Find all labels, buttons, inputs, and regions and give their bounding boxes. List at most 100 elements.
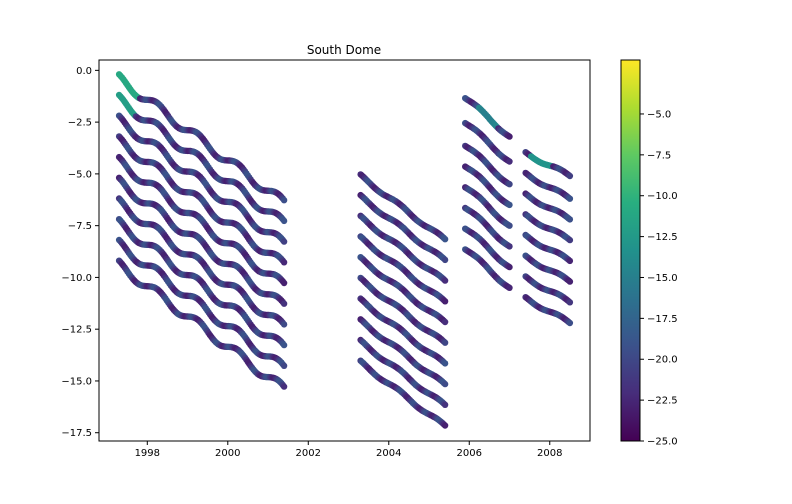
data-point — [280, 321, 288, 328]
data-point — [441, 360, 449, 367]
y-tick-label: −17.5 — [61, 428, 92, 439]
series-32 — [522, 231, 574, 265]
series-5 — [115, 174, 288, 307]
data-point — [566, 257, 574, 265]
series-2 — [115, 112, 288, 245]
data-point — [280, 362, 288, 369]
data-point — [566, 172, 574, 180]
series-20 — [462, 95, 513, 140]
x-axis: 1998 2000 2002 2004 2006 2008 — [135, 441, 562, 459]
colorbar-tick-label: −5.0 — [647, 109, 671, 120]
series-14 — [357, 254, 449, 326]
y-tick-label: −12.5 — [61, 325, 92, 336]
series-16 — [357, 295, 449, 367]
data-point — [441, 380, 449, 388]
data-point — [441, 298, 449, 305]
plot-frame — [98, 59, 591, 442]
colorbar — [620, 59, 641, 442]
colorbar-axis: −5.0 −7.5 −10.0 −12.5 −15.0 −17.5 −20.0 −22.5 −2… — [640, 109, 678, 448]
series-26 — [462, 225, 513, 271]
series-25 — [462, 204, 513, 250]
data-point — [280, 217, 288, 225]
y-tick-label: 0.0 — [76, 66, 92, 77]
series-7 — [115, 216, 288, 349]
data-point — [566, 299, 574, 306]
data-point — [280, 383, 288, 390]
series-17 — [357, 316, 449, 388]
data-point — [566, 195, 574, 202]
data-point — [506, 201, 513, 209]
colorbar-tick-label: −20.0 — [647, 355, 678, 366]
series-4 — [115, 153, 288, 287]
series-9 — [115, 257, 288, 390]
series-19 — [357, 357, 449, 429]
series-15 — [357, 274, 449, 346]
data-point — [506, 263, 513, 271]
colorbar-tick-label: −25.0 — [647, 437, 678, 448]
data-point — [280, 341, 288, 349]
y-tick-label: −15.0 — [61, 376, 92, 387]
x-tick-label: 2008 — [537, 448, 562, 459]
data-point — [280, 197, 288, 204]
data-point — [441, 339, 449, 346]
y-tick-label: −2.5 — [68, 118, 92, 129]
series-28 — [522, 149, 574, 180]
data-point — [441, 277, 449, 284]
series-8 — [115, 236, 288, 369]
colorbar-tick-label: −12.5 — [647, 232, 678, 243]
data-point — [566, 236, 574, 244]
data-point — [506, 181, 513, 188]
series-31 — [522, 211, 574, 244]
data-point — [441, 422, 449, 429]
series-23 — [462, 163, 513, 209]
data-point — [506, 222, 513, 229]
data-point — [506, 243, 513, 250]
series-11 — [357, 191, 449, 264]
colorbar-tick-label: −10.0 — [647, 191, 678, 202]
y-axis: 0.0 −2.5 −5.0 −7.5 −10.0 −12.5 −15.0 −17.5 — [61, 66, 99, 439]
data-point — [280, 238, 288, 245]
series-33 — [522, 252, 574, 285]
series-12 — [357, 212, 449, 284]
data-point — [441, 401, 449, 408]
series-35 — [522, 294, 574, 327]
data-point — [566, 278, 574, 285]
series-30 — [522, 190, 574, 223]
data-point — [441, 236, 449, 243]
colorbar-tick-label: −17.5 — [647, 314, 678, 325]
series-22 — [462, 142, 513, 188]
data-points — [115, 71, 574, 429]
series-3 — [115, 133, 288, 266]
series-6 — [115, 195, 288, 328]
series-1 — [115, 91, 288, 225]
data-point — [506, 158, 513, 165]
series-0 — [115, 71, 288, 204]
colorbar-tick-label: −7.5 — [647, 150, 671, 161]
series-34 — [522, 273, 574, 306]
x-tick-label: 2004 — [376, 448, 401, 459]
series-24 — [462, 184, 513, 229]
x-tick-label: 2000 — [215, 448, 240, 459]
data-point — [566, 216, 574, 223]
data-point — [280, 259, 288, 266]
data-point — [506, 133, 513, 140]
x-tick-label: 1998 — [135, 448, 160, 459]
colorbar-tick-label: −15.0 — [647, 273, 678, 284]
data-point — [506, 284, 513, 291]
data-point — [280, 279, 288, 287]
x-tick-label: 2006 — [457, 448, 482, 459]
y-tick-label: −7.5 — [68, 221, 92, 232]
data-point — [441, 318, 449, 326]
series-10 — [357, 171, 449, 243]
chart-title: South Dome — [307, 43, 381, 57]
series-18 — [357, 336, 449, 408]
colorbar-tick-label: −22.5 — [647, 396, 678, 407]
series-29 — [522, 169, 574, 202]
data-point — [566, 319, 574, 327]
y-tick-label: −10.0 — [61, 273, 92, 284]
data-point — [441, 256, 449, 264]
data-point — [280, 300, 288, 307]
y-tick-label: −5.0 — [68, 169, 92, 180]
series-21 — [462, 119, 513, 165]
